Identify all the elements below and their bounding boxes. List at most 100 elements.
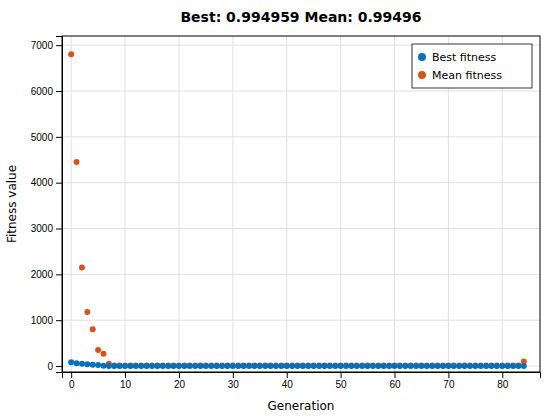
point	[165, 363, 171, 369]
tick-label: 0	[69, 379, 75, 390]
point	[391, 363, 397, 369]
point	[478, 363, 484, 369]
point	[235, 363, 241, 369]
point	[305, 363, 311, 369]
tick-label: 0	[47, 361, 53, 372]
point	[79, 361, 85, 367]
point	[418, 363, 424, 369]
point	[300, 363, 306, 369]
title: Best: 0.994959 Mean: 0.99496	[180, 9, 421, 25]
point	[268, 363, 274, 369]
tick-label: 40	[282, 379, 294, 390]
grid-line	[286, 36, 287, 372]
tick-label: 4000	[31, 177, 54, 188]
point	[435, 363, 441, 369]
point	[68, 359, 74, 365]
point	[488, 363, 494, 369]
point	[149, 363, 155, 369]
point	[429, 363, 435, 369]
point	[197, 363, 203, 369]
point	[472, 363, 478, 369]
point	[95, 347, 101, 353]
tick: 3000	[31, 223, 62, 234]
point	[246, 363, 252, 369]
tick-mark	[502, 372, 503, 378]
tick-mark	[341, 372, 342, 378]
point	[397, 363, 403, 369]
chart: 0102030405060708001000200030004000500060…	[0, 0, 560, 420]
point	[445, 363, 451, 369]
tick-mark	[71, 372, 72, 378]
tick-label: 5000	[31, 132, 54, 143]
point	[510, 363, 516, 369]
tick: 0	[47, 361, 62, 372]
point	[408, 363, 414, 369]
point	[338, 363, 344, 369]
grid-line	[232, 36, 233, 372]
point	[424, 363, 430, 369]
tick: 60	[389, 372, 401, 390]
point	[208, 363, 214, 369]
point	[68, 51, 74, 57]
point	[488, 363, 494, 369]
point	[408, 363, 414, 369]
point	[505, 363, 511, 369]
tick: 80	[497, 372, 509, 390]
point	[478, 363, 484, 369]
point	[181, 363, 187, 369]
tick: 40	[282, 372, 294, 390]
point	[494, 363, 500, 369]
point	[192, 363, 198, 369]
point	[435, 363, 441, 369]
grid-line	[62, 182, 540, 183]
point	[354, 363, 360, 369]
point	[391, 363, 397, 369]
legend-frame	[412, 44, 532, 88]
point	[84, 309, 90, 315]
point	[327, 363, 333, 369]
point	[251, 363, 257, 369]
tick-label: 10	[120, 379, 132, 390]
point	[138, 363, 144, 369]
point	[386, 363, 392, 369]
point	[359, 363, 365, 369]
tick: 70	[443, 372, 455, 390]
point	[284, 363, 290, 369]
point	[343, 363, 349, 369]
tick-mark	[125, 372, 126, 378]
point	[294, 363, 300, 369]
point	[515, 363, 521, 369]
point	[214, 363, 220, 369]
point	[133, 363, 139, 369]
point	[241, 363, 247, 369]
point	[192, 363, 198, 369]
point	[214, 363, 220, 369]
point	[171, 363, 177, 369]
point	[74, 159, 80, 165]
point	[197, 363, 203, 369]
point	[332, 363, 338, 369]
y-axis-title: Fitness value	[5, 165, 19, 243]
point	[381, 363, 387, 369]
point	[359, 363, 365, 369]
point	[117, 363, 123, 369]
point	[515, 363, 521, 369]
point	[445, 363, 451, 369]
point	[219, 363, 225, 369]
tick-mark	[56, 137, 62, 138]
tick-label: 50	[336, 379, 348, 390]
point	[171, 363, 177, 369]
point	[203, 363, 209, 369]
point	[289, 363, 295, 369]
point	[499, 363, 505, 369]
tick-mark	[56, 274, 62, 275]
point	[494, 363, 500, 369]
point	[418, 363, 424, 369]
point	[348, 363, 354, 369]
point	[348, 363, 354, 369]
grid-line	[71, 36, 72, 372]
point	[111, 363, 117, 369]
point	[370, 363, 376, 369]
point	[235, 363, 241, 369]
point	[230, 363, 236, 369]
